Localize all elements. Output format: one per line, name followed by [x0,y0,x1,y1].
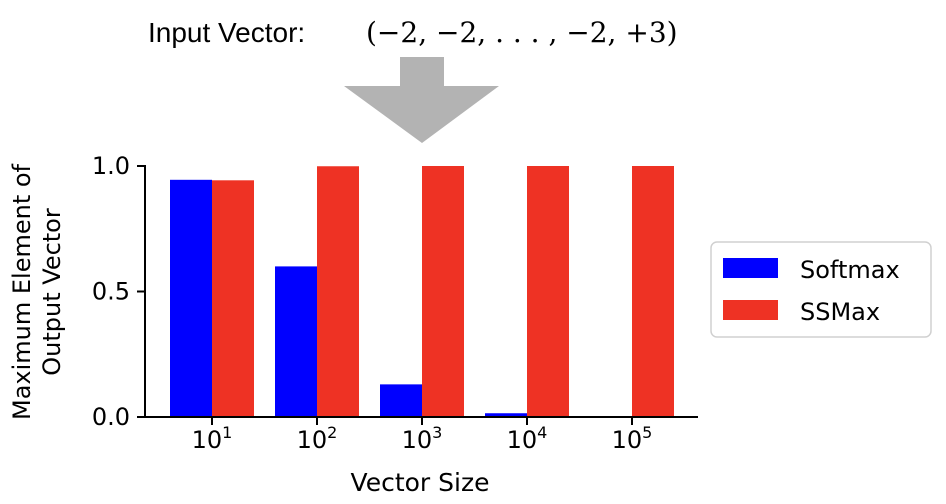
y-axis-label-line-2: Output Vector [38,208,66,376]
input-vector-formula: (−2, −2, . . . , −2, +3) [366,16,678,49]
x-tick-label: 103 [402,423,443,454]
input-vector-label: Input Vector: [148,17,305,48]
bar-softmax-1 [170,179,212,417]
x-axis-label: Vector Size [351,468,490,497]
legend-swatch-softmax [723,258,778,278]
y-tick-label: 0.0 [92,403,130,431]
y-tick-label: 0.5 [92,278,130,306]
legend-label-softmax: Softmax [800,256,900,284]
legend: Softmax SSMax [710,241,932,338]
x-tick-label: 105 [612,423,653,454]
y-axis-label-line-1: Maximum Element of [8,163,36,420]
x-tick-label: 104 [507,423,548,454]
bar-ssmax-2 [317,166,359,417]
bar-ssmax-5 [632,166,674,417]
bar-softmax-3 [380,384,422,417]
bar-softmax-2 [275,266,317,417]
bar-ssmax-3 [422,166,464,417]
bar-group [170,166,674,417]
y-axis: 0.0 0.5 1.0 [92,152,146,431]
legend-label-ssmax: SSMax [800,298,880,326]
legend-swatch-ssmax [723,300,778,320]
y-tick-label: 1.0 [92,152,130,180]
x-axis: 101 102 103 104 105 [144,416,698,454]
x-tick-label: 102 [297,423,338,454]
bar-ssmax-1 [212,180,254,417]
down-arrow-icon [344,57,499,143]
x-tick-label: 101 [192,423,233,454]
bar-softmax-4 [485,413,527,417]
bar-ssmax-4 [527,166,569,417]
